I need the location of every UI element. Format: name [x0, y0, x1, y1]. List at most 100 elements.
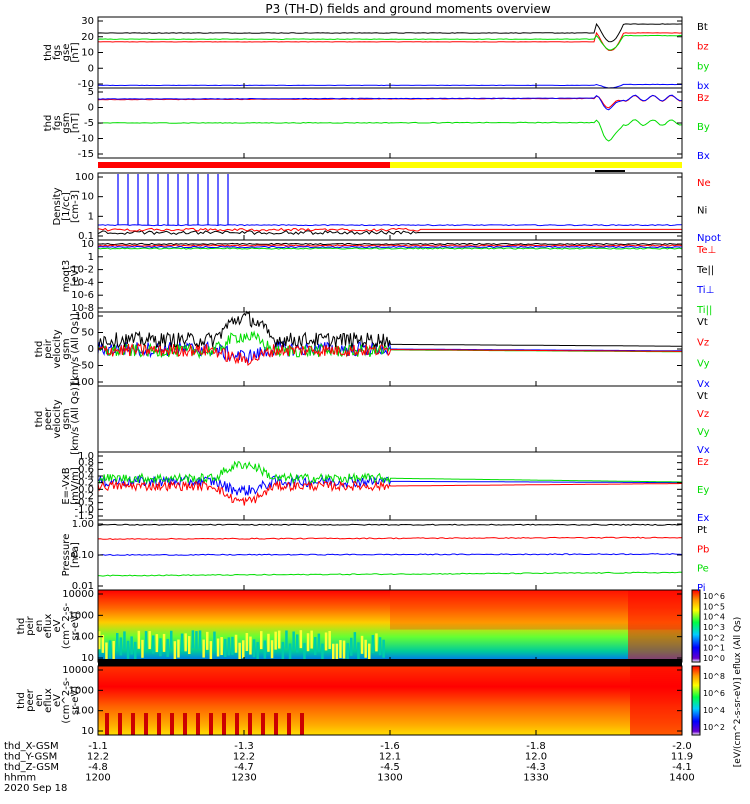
- chart-title: P3 (TH-D) fields and ground moments over…: [265, 2, 550, 16]
- spectrogram-peir-noise-8: [126, 640, 130, 659]
- series-fgs-bz: [97, 31, 683, 52]
- series-density-ne: [97, 227, 682, 232]
- ytick-temp-2: 10-2: [71, 265, 94, 276]
- spectrogram-peer-band-12: [261, 713, 265, 735]
- series-fgs-by: [97, 34, 683, 51]
- ytick-peir-spec-3: 10: [81, 653, 94, 664]
- ytick-efield-3: 0.4: [78, 471, 94, 482]
- spectrogram-peer-band-7: [196, 713, 200, 735]
- spectrogram-peir-noise-0: [98, 631, 101, 650]
- mode-bar-marker: [595, 170, 625, 172]
- spectrogram-peir-noise-56: [299, 630, 303, 649]
- ylabel-fgs-3: [nT]: [70, 42, 81, 62]
- spectrogram-peir-noise-23: [180, 633, 184, 652]
- spectrogram-peir-noise-72: [357, 642, 360, 661]
- series-gsm-bx: [97, 94, 683, 111]
- ytick-density-1: 10: [81, 192, 94, 203]
- series-pressure-3: [97, 571, 683, 577]
- spectrogram-peir-noise-20: [170, 630, 173, 649]
- ytick-density-3: 0.1: [78, 231, 94, 242]
- ytick-pressure-1: 0.10: [72, 550, 94, 561]
- series-peir-vt: [97, 310, 682, 349]
- spectrogram-peir-noise-47: [267, 633, 270, 652]
- spectrogram-peir-noise-67: [339, 640, 342, 659]
- colorbar-peir-tick-6: 10^0: [703, 654, 725, 663]
- panel-frame-density: [97, 172, 683, 241]
- ytick-efield-6: -0.2: [74, 491, 94, 502]
- spectrogram-peir-noise-46: [263, 640, 267, 659]
- spectrogram-peir-noise-28: [198, 630, 202, 649]
- colorbar-peir-tick-4: 10^2: [703, 633, 725, 642]
- ylabel-peer-spec-1: peer: [25, 688, 36, 712]
- ylabel-pressure-0: Pressure: [61, 534, 72, 577]
- spectrogram-peir-noise-66: [335, 643, 339, 662]
- ytick-fgs-gsm-3: -10: [78, 134, 94, 145]
- spectrogram-peir-noise-32: [213, 631, 216, 650]
- legend-peir-vel-Vt: Vt: [697, 317, 708, 328]
- spectrogram-peir-noise-59: [310, 630, 313, 649]
- ytick-efield-8: -1.0: [74, 504, 94, 515]
- spectrogram-peir-noise-14: [148, 631, 151, 650]
- ytick-fgs-4: -10: [78, 79, 94, 90]
- ytick-fgs-gsm-4: -15: [78, 149, 94, 160]
- legend-pressure-Pt: Pt: [697, 525, 707, 536]
- ephem-label-3: hhmm: [4, 773, 36, 784]
- ylabel-density-1: [1/cc]: [61, 192, 72, 221]
- series-peir-vz: [97, 342, 682, 366]
- legend-peir-vel-Vy: Vy: [697, 358, 710, 369]
- spectrogram-peir-noise-12: [141, 639, 144, 658]
- legend-fgs-gsm-By: By: [697, 122, 710, 133]
- ytick-fgs-gsm-0: 5: [88, 87, 94, 98]
- ephem-value-3-1: 1230: [231, 773, 256, 784]
- spectrogram-peir-noise-6: [119, 637, 123, 656]
- ytick-fgs-gsm-1: 0: [88, 103, 94, 114]
- series-gsm-by: [97, 119, 683, 142]
- spectrogram-peir-noise-53: [288, 643, 292, 662]
- spectrogram-peir-noise-26: [191, 630, 195, 649]
- ylabel-fgs-2: gse: [61, 44, 72, 62]
- legend-pressure-Pb: Pb: [697, 544, 709, 555]
- spectrogram-peir-noise-34: [220, 637, 223, 656]
- colorbar-peir-tick-5: 10^1: [703, 644, 725, 653]
- spectrogram-peir-noise-35: [224, 638, 227, 657]
- ylabel-peer-vel-2: velocity: [52, 399, 63, 438]
- colorbar-peir-tick-1: 10^5: [703, 602, 725, 611]
- ytick-peir-vel-0: 100: [75, 311, 94, 322]
- spectrogram-peir-noise-1: [101, 634, 105, 653]
- ephem-date: 2020 Sep 18: [4, 783, 67, 794]
- series-fgs-bt: [97, 22, 682, 43]
- ylabel-fgs-gsm-1: fgs: [52, 115, 63, 130]
- ylabel-fgs-gsm-0: thd: [43, 115, 54, 132]
- spectrogram-peer-gap: [98, 662, 682, 666]
- series-temp-1: [97, 244, 683, 247]
- ylabel-temp-1: [eV]: [70, 266, 81, 287]
- spectrogram-peir-noise-58: [306, 633, 310, 652]
- ephem-value-2-3: -4.3: [526, 762, 546, 773]
- spectrogram-peir-noise-54: [292, 631, 295, 650]
- ylabel-fgs-gsm-3: [nT]: [70, 113, 81, 133]
- series-density-ni: [97, 230, 682, 236]
- spectrogram-peir-noise-3: [108, 640, 112, 659]
- mode-bar-yellow: [390, 162, 682, 168]
- series-e-ez: [97, 480, 682, 506]
- legend-temp-Te⊥: Te⊥: [696, 245, 716, 256]
- spectrogram-peer-band-4: [157, 713, 161, 735]
- legend-pressure-Pe: Pe: [697, 564, 709, 575]
- colorbar-peir-tick-0: 10^6: [703, 592, 725, 601]
- spectrogram-peir-noise-63: [324, 632, 328, 651]
- spectrogram-peir-noise-40: [242, 640, 245, 659]
- ephem-value-1-0: 12.2: [87, 752, 109, 763]
- spectrogram-peir-noise-49: [274, 631, 277, 650]
- colorbar-peer-tick-3: 10^2: [703, 723, 725, 732]
- spectrogram-peer-band-6: [183, 713, 187, 735]
- ylabel-peer-spec-3: eflux: [43, 688, 54, 713]
- ylabel-peer-vel-4: [km/s (All Qs)]: [70, 383, 81, 455]
- legend-peer-vel-Vy: Vy: [697, 427, 710, 438]
- spectrogram-peer-band-15: [300, 713, 304, 735]
- ytick-fgs-2: 10: [81, 48, 94, 59]
- spectrogram-peir-noise-31: [209, 641, 213, 660]
- spectrogram-peir-noise-55: [296, 634, 299, 653]
- ylabel-peir-vel-2: velocity: [52, 329, 63, 368]
- ytick-peer-spec-3: 10: [81, 726, 94, 737]
- ytick-efield-0: 1.0: [78, 451, 94, 462]
